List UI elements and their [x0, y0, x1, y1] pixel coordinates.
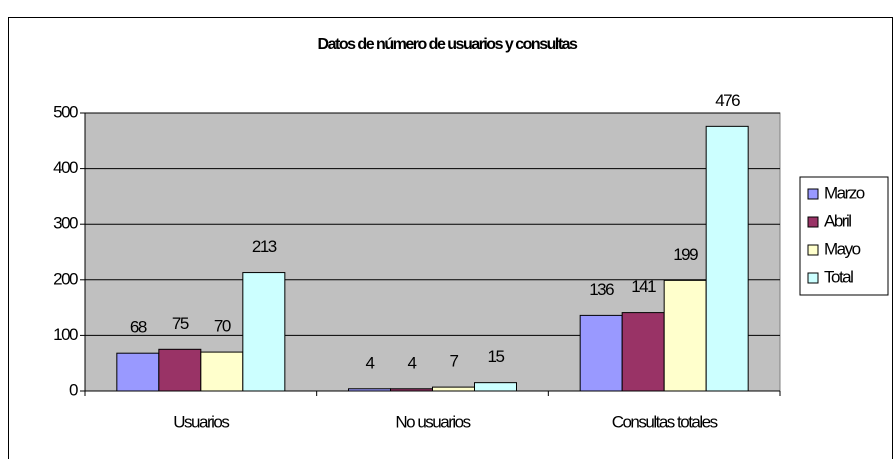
data-label: 15	[488, 347, 505, 366]
x-tick-label: No usuarios	[395, 412, 470, 431]
data-label: 476	[715, 91, 740, 110]
bar	[474, 382, 517, 392]
data-label: 70	[214, 317, 231, 336]
data-label: 213	[252, 237, 277, 256]
bar	[621, 312, 665, 392]
bar	[432, 386, 475, 392]
data-label: 136	[589, 280, 614, 299]
legend-label: Abril	[824, 211, 851, 230]
bar	[390, 388, 433, 392]
bar	[663, 279, 707, 392]
bar	[348, 388, 391, 392]
bar	[158, 348, 202, 392]
legend-label: Marzo	[824, 183, 865, 202]
y-tick-label: 500	[53, 102, 78, 121]
data-label: 199	[673, 245, 698, 264]
data-label: 75	[172, 314, 189, 333]
legend-label: Total	[824, 267, 853, 286]
bar	[705, 125, 749, 392]
data-label: 141	[631, 277, 656, 296]
y-tick-label: 200	[53, 269, 78, 288]
legend-swatch	[807, 272, 819, 284]
x-tick-label: Usuarios	[173, 412, 229, 431]
data-label: 4	[408, 353, 417, 372]
legend-swatch	[807, 188, 819, 200]
data-label: 68	[130, 318, 147, 337]
bar	[116, 352, 160, 392]
data-label: 4	[366, 353, 375, 372]
legend-swatch	[807, 244, 819, 256]
x-tick-label: Consultas totales	[612, 412, 718, 431]
y-tick-label: 0	[69, 380, 78, 399]
bar	[200, 351, 244, 392]
y-tick-label: 100	[53, 325, 78, 344]
legend-label: Mayo	[824, 239, 861, 258]
legend-swatch	[807, 216, 819, 228]
data-label: 7	[450, 352, 459, 371]
y-tick-label: 400	[53, 158, 78, 177]
chart-title: Datos de número de usuarios y consultas	[318, 36, 579, 53]
bar	[242, 272, 286, 392]
bar	[579, 314, 623, 392]
y-tick-label: 300	[53, 214, 78, 233]
